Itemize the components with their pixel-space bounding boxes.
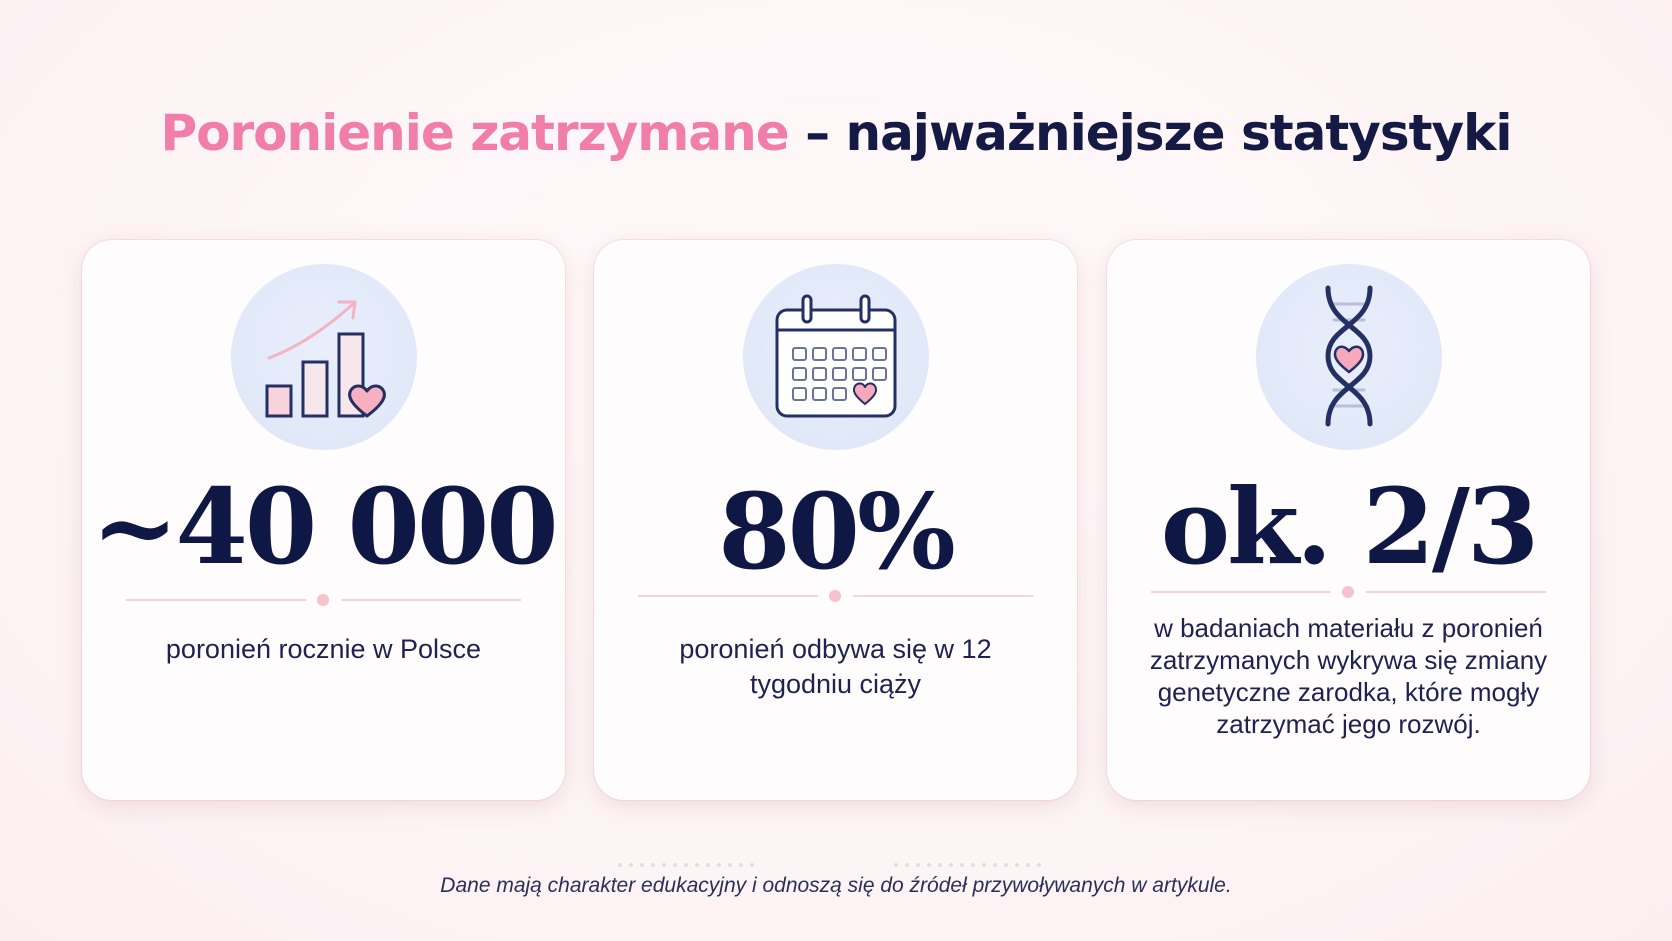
calendar-heart-icon: [742, 264, 929, 450]
stat-description: poronień odbywa się w 12 tygodniu ciąży: [679, 634, 992, 699]
stat-description: w badaniach materiału z poronień zatrzym…: [1149, 613, 1548, 739]
stat-value: ~40 000: [91, 465, 558, 588]
calendar-heart-icon-svg: [775, 294, 896, 418]
title-highlight: Poronienie zatrzymane: [160, 104, 790, 162]
stat-card-genetic: ok. 2/3 w badaniach materiału z poronień…: [1107, 240, 1590, 800]
footnote: Dane mają charakter edukacyjny i odnoszą…: [440, 874, 1232, 897]
page-title: Poronienie zatrzymane – najważniejsze st…: [0, 104, 1672, 162]
stat-value: 80%: [718, 470, 956, 593]
divider: [1151, 586, 1546, 598]
stat-card-percentage: 80% poronień odbywa się w 12 tygodniu ci…: [594, 240, 1077, 800]
divider: [126, 594, 521, 606]
bar-chart-heart-icon-svg: [265, 300, 386, 418]
bar-chart-heart-icon: [230, 264, 417, 450]
decorative-dots-left: [618, 854, 761, 867]
stat-description: poronień rocznie w Polsce: [165, 634, 482, 664]
divider: [638, 590, 1033, 602]
stat-value: ok. 2/3: [1160, 465, 1540, 588]
stat-card-annual-count: ~40 000 poronień rocznie w Polsce: [82, 240, 565, 800]
dna-heart-icon-svg: [1324, 285, 1373, 427]
decorative-dots-right: [894, 854, 1048, 867]
title-rest: – najważniejsze statystyki: [788, 104, 1512, 162]
dna-heart-icon: [1255, 264, 1442, 450]
